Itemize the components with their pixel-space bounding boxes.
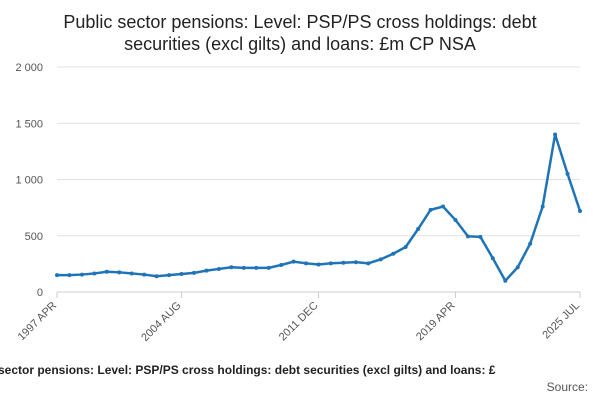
y-tick-label: 1 000 xyxy=(15,175,43,187)
x-tick-label: 1997 APR xyxy=(16,300,60,344)
point xyxy=(553,132,558,137)
point xyxy=(515,265,520,270)
y-tick-label: 500 xyxy=(25,231,43,243)
footer-title: sector pensions: Level: PSP/PS cross hol… xyxy=(0,363,496,377)
point xyxy=(142,272,147,277)
point xyxy=(104,269,109,274)
point xyxy=(490,256,495,261)
point xyxy=(453,218,458,222)
point xyxy=(179,272,184,276)
line xyxy=(57,134,582,283)
point xyxy=(391,251,396,256)
point xyxy=(291,259,296,264)
point xyxy=(254,265,259,270)
point xyxy=(540,204,545,209)
y-tick-label: 2 000 xyxy=(15,62,43,74)
point xyxy=(55,273,59,278)
point xyxy=(565,171,570,176)
chart-title: securities (excl gilts) and loans: £m CP… xyxy=(124,34,476,54)
point xyxy=(366,261,371,266)
x-tick-label: 2011 DEC xyxy=(277,300,321,344)
point xyxy=(241,265,246,270)
point xyxy=(341,260,346,265)
y-tick-label: 1 500 xyxy=(15,118,43,130)
point xyxy=(316,262,321,267)
point xyxy=(478,234,483,239)
point xyxy=(229,265,234,270)
point xyxy=(503,278,508,283)
source: Source: xyxy=(547,380,588,394)
point xyxy=(79,272,84,277)
x-tick-label: 2019 APR xyxy=(414,300,458,344)
point xyxy=(428,207,433,212)
point xyxy=(378,257,383,262)
chart-title: Public sector pensions: Level: PSP/PS cr… xyxy=(63,12,536,32)
point xyxy=(328,261,333,266)
point xyxy=(416,227,421,231)
x-tick-label: 2025 JUL xyxy=(540,300,582,342)
point xyxy=(465,234,470,239)
point xyxy=(191,270,196,275)
point xyxy=(154,274,159,279)
point xyxy=(279,263,284,267)
point xyxy=(216,266,221,271)
y-tick-label: 0 xyxy=(37,287,43,299)
point xyxy=(353,260,358,265)
point xyxy=(167,273,172,278)
point xyxy=(441,204,446,209)
point xyxy=(117,270,122,275)
point xyxy=(578,209,582,213)
point xyxy=(92,271,97,276)
point xyxy=(204,268,209,273)
point xyxy=(304,261,309,266)
point xyxy=(266,265,271,270)
point xyxy=(403,245,408,249)
point xyxy=(67,273,72,278)
point xyxy=(129,271,134,276)
point xyxy=(528,241,533,246)
x-tick-label: 2004 AUG xyxy=(139,300,183,344)
